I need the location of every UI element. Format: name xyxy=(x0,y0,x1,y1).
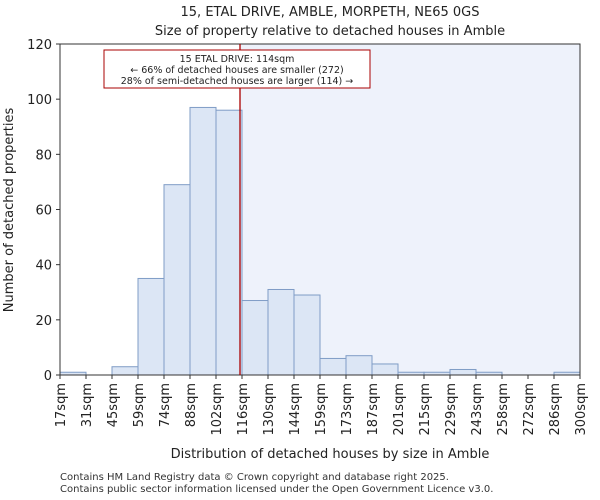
x-tick-label: 88sqm xyxy=(184,383,199,427)
annotation-box xyxy=(103,49,371,89)
bar-102sqm xyxy=(215,109,243,376)
x-tick-label: 102sqm xyxy=(210,383,225,436)
x-tick-label: 173sqm xyxy=(340,383,355,436)
x-tick-label: 243sqm xyxy=(470,383,485,436)
bar-130sqm xyxy=(267,288,295,376)
y-tick-label: 20 xyxy=(35,314,52,329)
x-tick-label: 74sqm xyxy=(158,383,173,427)
x-tick-label: 229sqm xyxy=(444,383,459,436)
x-tick-label: 159sqm xyxy=(314,383,329,436)
y-tick-label: 100 xyxy=(27,93,52,108)
x-tick-label: 130sqm xyxy=(262,383,277,436)
x-tick-label: 187sqm xyxy=(366,383,381,436)
bar-74sqm xyxy=(163,184,191,376)
y-tick-label: 0 xyxy=(44,369,52,384)
footer-line-2: Contains public sector information licen… xyxy=(60,484,494,495)
bar-159sqm xyxy=(319,357,347,376)
y-tick-label: 60 xyxy=(35,204,52,219)
y-tick-label: 40 xyxy=(35,259,52,274)
x-tick-label: 31sqm xyxy=(80,383,95,427)
chart-title: 15, ETAL DRIVE, AMBLE, MORPETH, NE65 0GS xyxy=(181,5,480,20)
y-tick-label: 120 xyxy=(27,38,52,53)
plot-area: 0 20 40 60 80 100 120 17sqm 31sqm 45sqm 59sqm 74sqm… xyxy=(27,38,589,436)
y-tick-label: 80 xyxy=(35,148,52,163)
x-tick-label: 300sqm xyxy=(574,383,589,436)
bar-45sqm xyxy=(111,366,139,376)
chart-subtitle: Size of property relative to detached ho… xyxy=(155,24,505,39)
x-tick-label: 45sqm xyxy=(106,383,121,427)
histogram-chart: 15, ETAL DRIVE, AMBLE, MORPETH, NE65 0GS… xyxy=(2,5,589,462)
annotation-larger: 28% of semi-detached houses are larger (… xyxy=(121,76,354,87)
bar-229sqm xyxy=(449,368,477,376)
x-tick-label: 272sqm xyxy=(522,383,537,436)
y-axis-label: Number of detached properties xyxy=(2,108,17,313)
x-tick-label: 17sqm xyxy=(54,383,69,427)
annotation-title: 15 ETAL DRIVE: 114sqm xyxy=(180,54,295,65)
x-tick-label: 286sqm xyxy=(548,383,563,436)
x-tick-label: 144sqm xyxy=(288,383,303,436)
x-tick-label: 258sqm xyxy=(496,383,511,436)
bar-187sqm xyxy=(371,363,399,376)
x-tick-label: 201sqm xyxy=(392,383,407,436)
bar-144sqm xyxy=(293,294,321,376)
x-axis-label: Distribution of detached houses by size … xyxy=(171,447,490,462)
footer-line-1: Contains HM Land Registry data © Crown c… xyxy=(60,472,449,483)
x-tick-label: 215sqm xyxy=(418,383,433,436)
bar-88sqm xyxy=(189,106,217,376)
bar-59sqm xyxy=(137,277,165,376)
x-tick-label: 59sqm xyxy=(132,383,147,427)
bar-173sqm xyxy=(345,355,373,376)
annotation-smaller: ← 66% of detached houses are smaller (27… xyxy=(130,65,343,76)
bar-116sqm xyxy=(241,300,269,376)
x-tick-label: 116sqm xyxy=(236,383,251,436)
